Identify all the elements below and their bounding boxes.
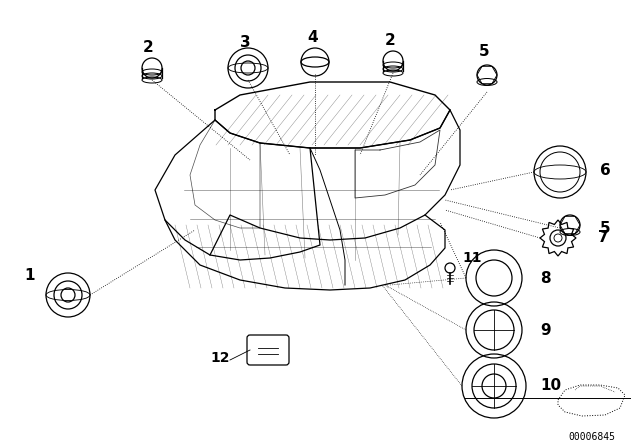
Text: 4: 4	[308, 30, 318, 45]
Text: 8: 8	[540, 271, 550, 285]
Text: 7: 7	[598, 229, 609, 245]
Text: 9: 9	[540, 323, 550, 337]
Text: 2: 2	[143, 40, 154, 55]
Text: 6: 6	[600, 163, 611, 177]
Text: 5: 5	[479, 44, 490, 59]
Text: 1: 1	[25, 268, 35, 283]
Text: 3: 3	[240, 35, 250, 50]
Text: 5: 5	[600, 220, 611, 236]
Text: 2: 2	[385, 33, 396, 48]
Text: 00006845: 00006845	[568, 432, 616, 442]
Text: 11: 11	[462, 251, 481, 265]
Text: 12: 12	[211, 351, 230, 365]
Text: 10: 10	[540, 378, 561, 392]
